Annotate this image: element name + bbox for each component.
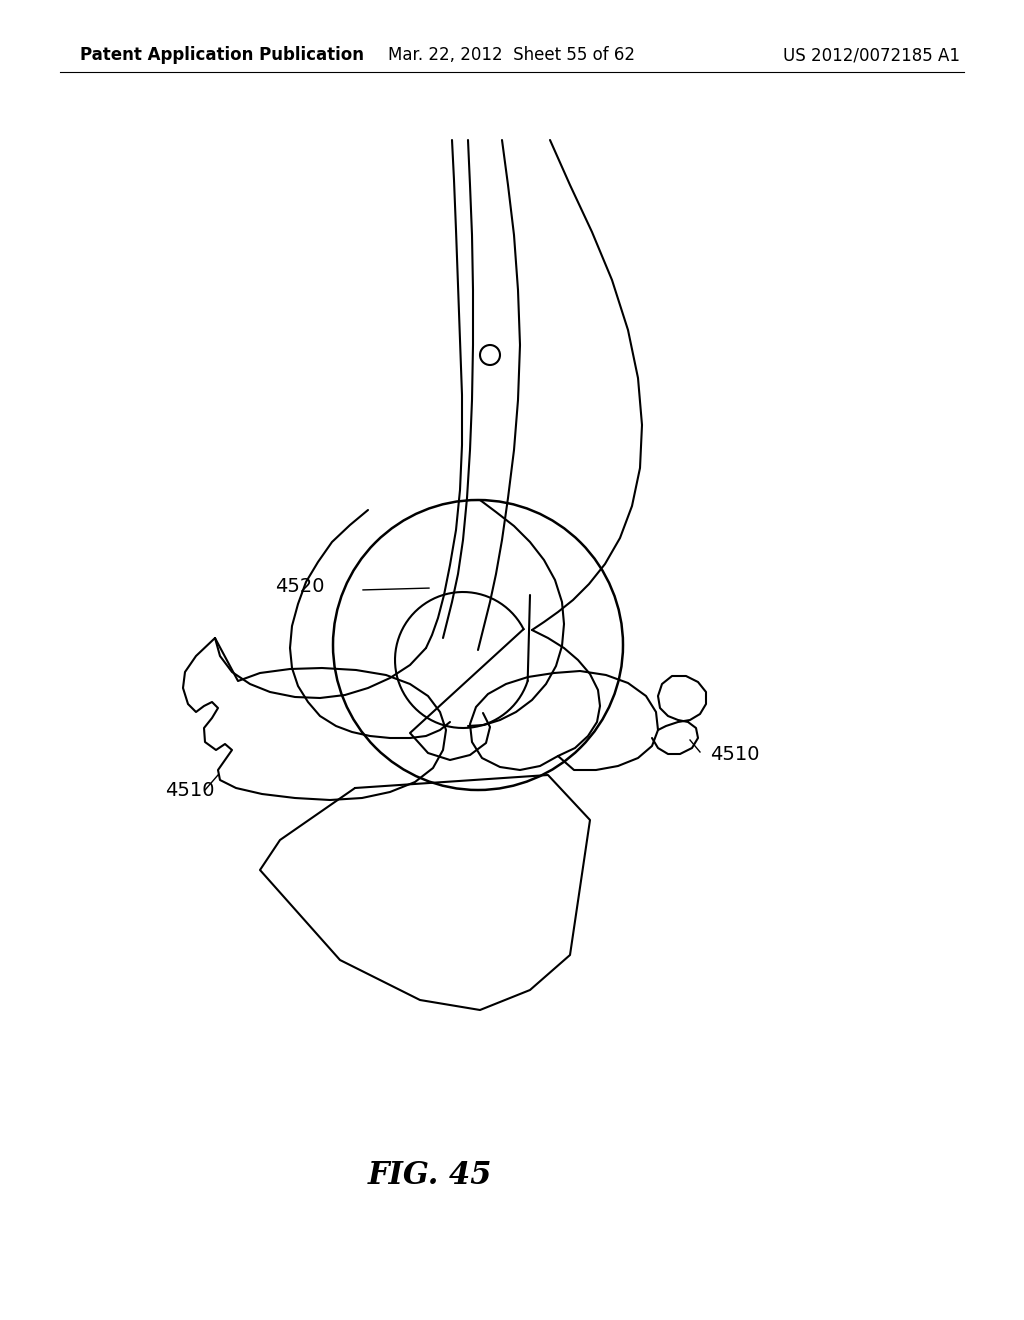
Text: US 2012/0072185 A1: US 2012/0072185 A1 — [783, 46, 961, 63]
Text: 4510: 4510 — [165, 780, 214, 800]
Text: 4510: 4510 — [710, 746, 760, 764]
Text: 4520: 4520 — [275, 578, 325, 597]
Text: Patent Application Publication: Patent Application Publication — [80, 46, 364, 63]
Text: Mar. 22, 2012  Sheet 55 of 62: Mar. 22, 2012 Sheet 55 of 62 — [388, 46, 636, 63]
Text: FIG. 45: FIG. 45 — [368, 1159, 493, 1191]
